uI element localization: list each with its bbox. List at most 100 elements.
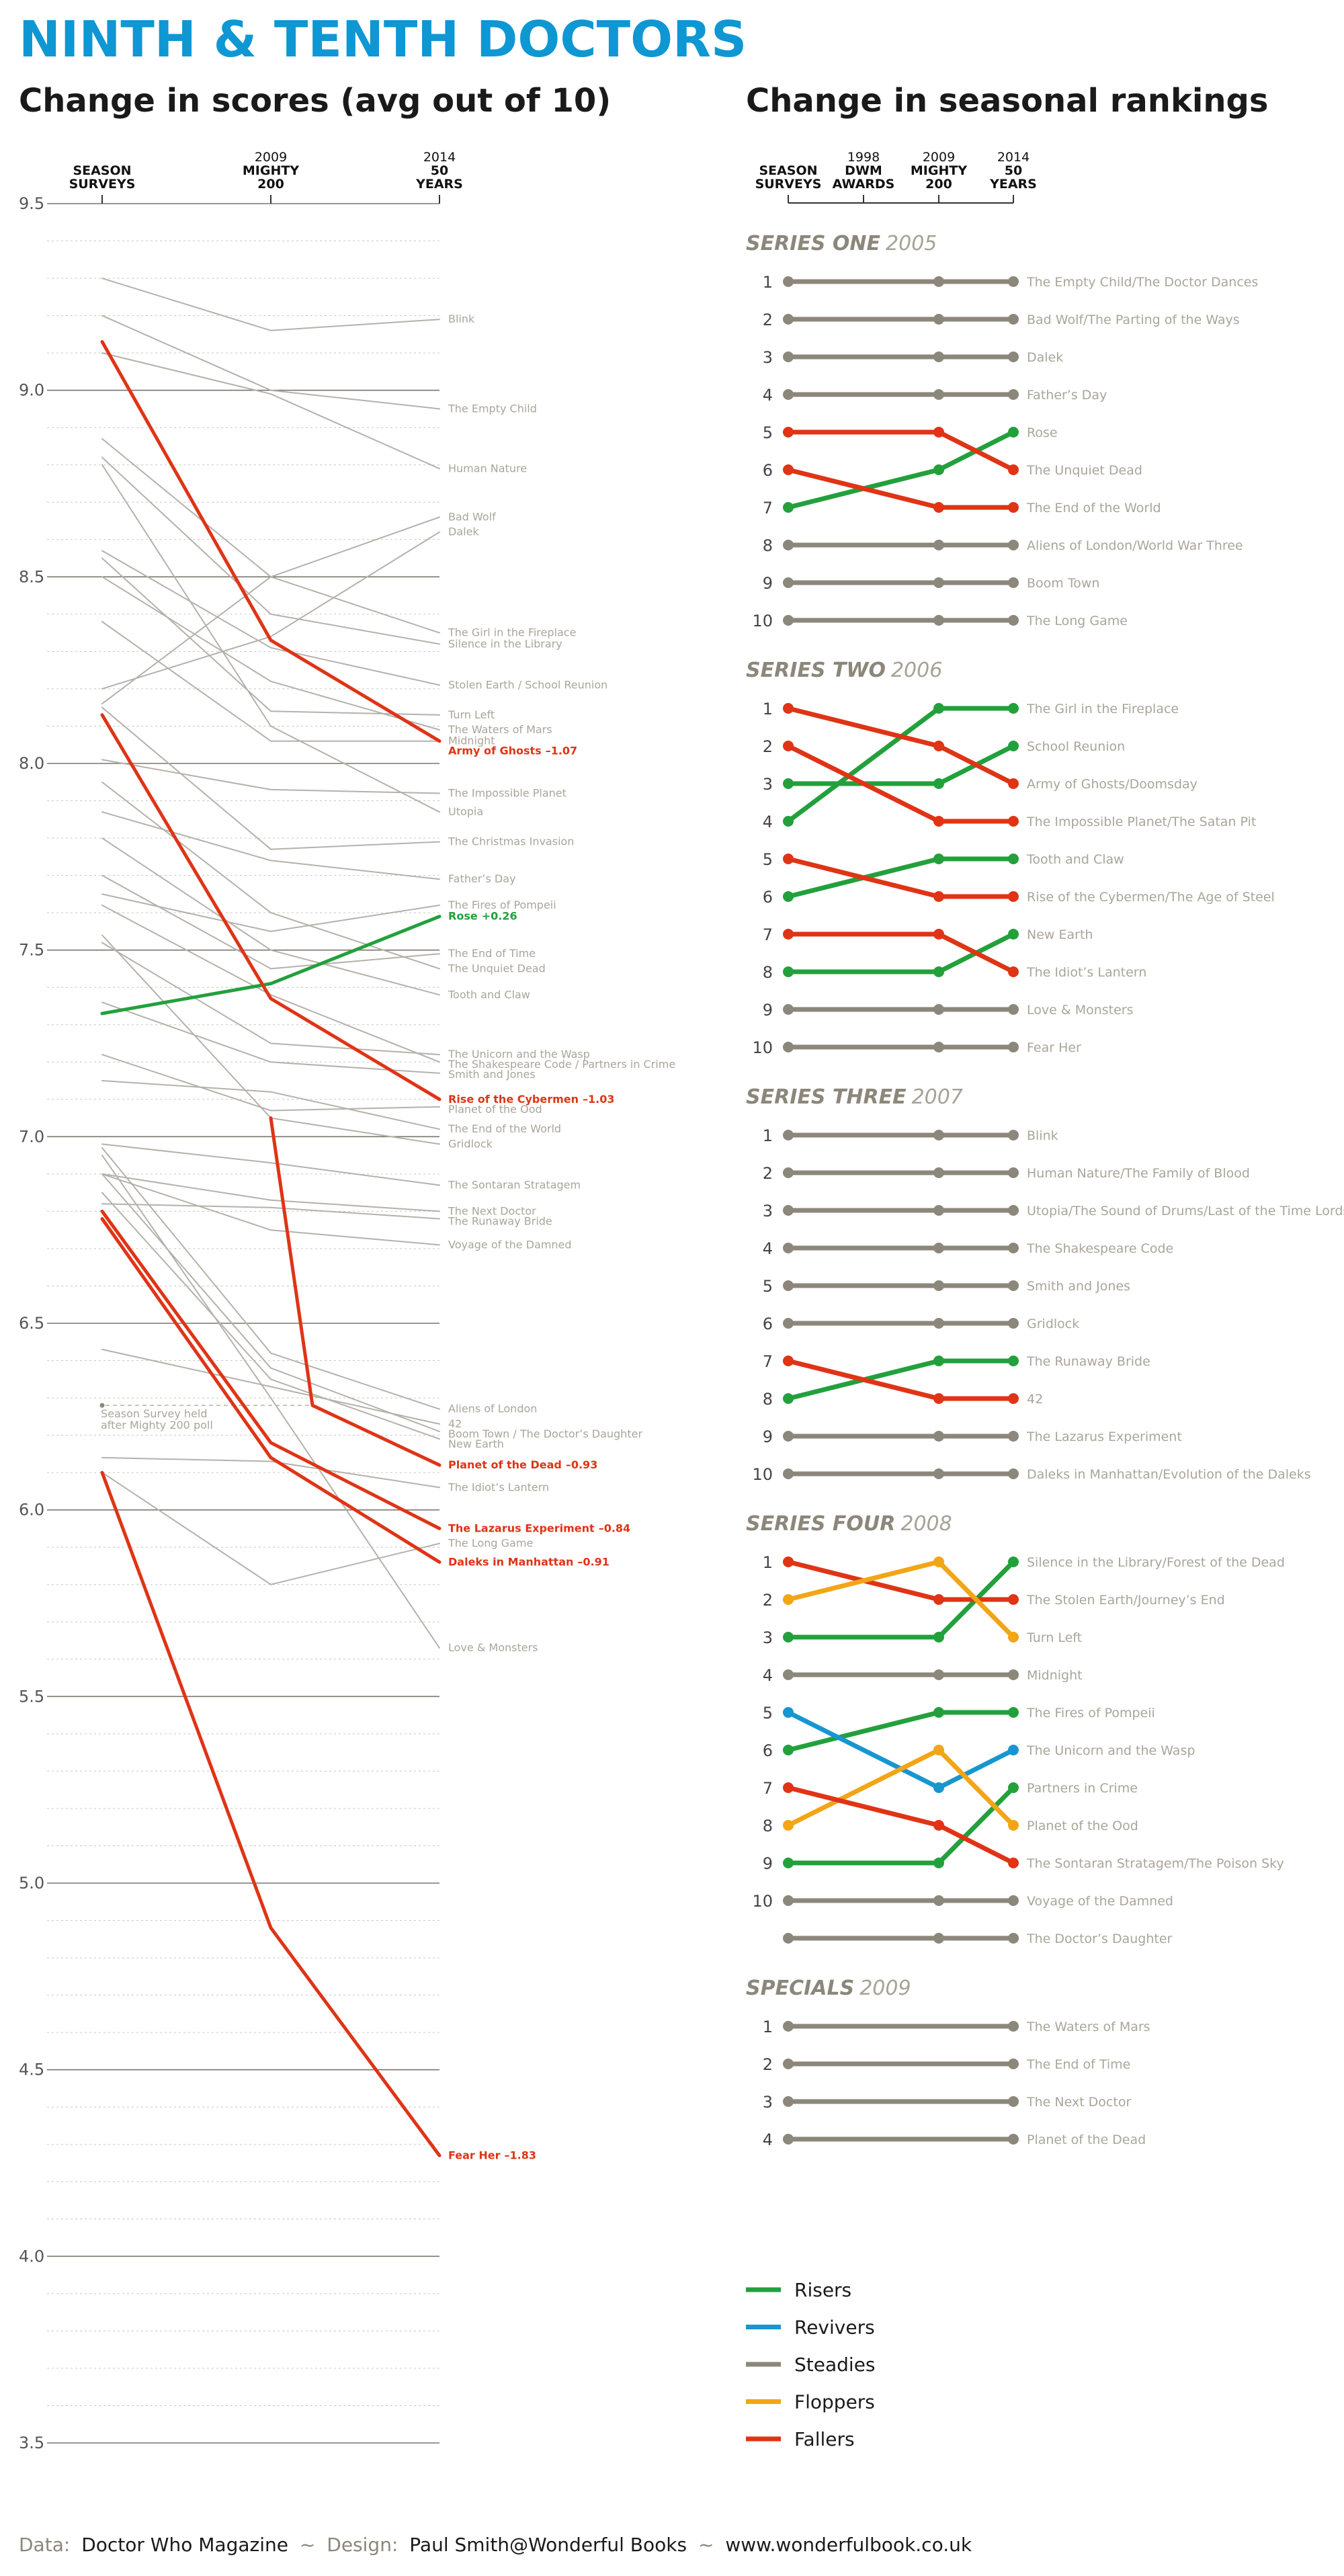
rank-point — [1008, 1820, 1019, 1831]
rank-point — [1008, 703, 1019, 714]
score-label-utopia: Utopia — [448, 805, 483, 818]
score-label-the-fires-of-pompeii: The Fires of Pompeii — [448, 899, 556, 911]
rank-number: 4 — [763, 2130, 773, 2149]
rank-point — [1008, 1042, 1019, 1052]
rank-point — [1008, 1004, 1019, 1015]
rank-point — [1008, 854, 1019, 864]
episode-name: The Unicorn and the Wasp — [448, 1048, 590, 1061]
rank-number: 4 — [763, 1666, 773, 1685]
episode-name: Human Nature — [448, 462, 527, 474]
score-line-the-shakespeare-code-partners-in-crime — [101, 905, 440, 1063]
episode-name: The Empty Child — [448, 402, 537, 415]
episode-name: The Unquiet Dead — [448, 962, 546, 974]
rank-point — [1008, 741, 1019, 751]
rank-line-rise-of-the-cybermen-the-age-of-steel — [783, 854, 1019, 902]
y-tick-label: 5.0 — [19, 1874, 44, 1893]
rank-group-series-four: SERIES FOUR 2008 1 2 3 4 5 6 7 8 9 10 Silence in the… — [746, 1512, 1285, 1946]
score-line-the-impossible-planet — [101, 759, 440, 794]
score-line-planet-of-the-dead — [269, 1116, 442, 1467]
annotation-marker — [99, 1403, 105, 1408]
rank-label-aliens-of-london-world-war-three: Aliens of London/World War Three — [1027, 538, 1243, 553]
rank-line-the-unicorn-and-the-wasp — [783, 1707, 1019, 1793]
episode-name: Utopia — [448, 805, 483, 818]
rank-point — [783, 540, 794, 550]
rank-number: 7 — [763, 1779, 773, 1798]
rank-point — [1008, 464, 1019, 475]
score-label-aliens-of-london: Aliens of London — [448, 1403, 537, 1415]
score-line-the-long-game — [101, 1472, 440, 1585]
rank-group-title: SPECIALS 2009 — [746, 1977, 911, 2000]
episode-name: Turn Left — [448, 708, 495, 721]
rank-point — [1008, 1632, 1019, 1643]
rank-label-the-long-game: The Long Game — [1026, 614, 1128, 628]
rank-x-header-line: 200 — [925, 177, 952, 192]
score-label-the-end-of-the-world: The End of the World — [448, 1122, 561, 1135]
rank-point — [1008, 1243, 1019, 1253]
rank-x-header-line: SURVEYS — [755, 177, 822, 192]
rank-point — [933, 540, 944, 550]
rank-point — [1008, 1431, 1019, 1442]
rankings-chart: SEASONSURVEYS1998DWMAWARDS2009MIGHTY2002… — [746, 150, 1344, 2149]
rank-point — [1008, 966, 1019, 977]
rank-point — [783, 276, 794, 287]
score-line-fear-her — [100, 1470, 442, 2157]
rank-group-title: SERIES FOUR 2008 — [746, 1512, 952, 1536]
rank-point — [783, 1707, 794, 1718]
rank-line-school-reunion — [783, 741, 1019, 789]
rank-x-header-line: 1998 — [847, 150, 880, 165]
rank-number: 8 — [763, 536, 773, 555]
y-tick-label: 6.5 — [19, 1314, 44, 1333]
y-tick-label: 8.0 — [19, 754, 44, 773]
score-line-planet-of-the-ood — [101, 1054, 440, 1112]
footer-design-label: Design: — [327, 2534, 398, 2556]
score-label-planet-of-the-dead: Planet of the Dead –0.93 — [448, 1458, 597, 1471]
score-line-daleks-in-manhattan — [100, 1217, 442, 1564]
rank-line-the-girl-in-the-fireplace — [783, 703, 1019, 827]
rank-point — [1008, 1318, 1019, 1329]
score-line-the-sontaran-stratagem — [101, 1143, 440, 1186]
rank-line-bad-wolf-the-parting-of-the-ways — [783, 314, 1019, 325]
legend-label: Steadies — [794, 2354, 876, 2376]
score-label-42: 42 — [448, 1417, 462, 1430]
rank-number: 8 — [763, 1817, 773, 1835]
score-line-42 — [101, 1348, 440, 1425]
rank-x-header-line: AWARDS — [833, 177, 895, 192]
x-header-line: 2009 — [255, 150, 287, 165]
rank-line-daleks-in-manhattan-evolution-of-the-daleks — [783, 1468, 1019, 1479]
rank-group-title: SERIES ONE 2005 — [746, 232, 937, 255]
rank-point — [1008, 351, 1019, 362]
score-change: –1.07 — [546, 745, 577, 757]
rank-point — [783, 2096, 794, 2107]
rank-number: 5 — [763, 850, 773, 869]
rank-point — [1008, 1745, 1019, 1755]
series-year: 2008 — [900, 1512, 952, 1536]
rank-point — [933, 1933, 944, 1944]
footer-url: www.wonderfulbook.co.uk — [725, 2534, 972, 2556]
rank-number: 9 — [763, 1427, 773, 1446]
episode-name: The Sontaran Stratagem — [448, 1179, 581, 1192]
annotation-text: Season Survey held — [101, 1407, 207, 1420]
score-line-new-earth — [101, 1192, 440, 1440]
score-line-blink — [101, 278, 440, 331]
rank-line-partners-in-crime — [783, 1782, 1019, 1868]
rank-x-header-line: MIGHTY — [911, 163, 967, 178]
rank-label-human-nature-the-family-of-blood: Human Nature/The Family of Blood — [1027, 1166, 1250, 1181]
rank-point — [783, 1167, 794, 1178]
rank-point — [1008, 1393, 1019, 1404]
rank-x-header-line: YEARS — [989, 177, 1037, 192]
rank-point — [1008, 778, 1019, 789]
series-name: SERIES TWO — [746, 659, 886, 682]
score-label-voyage-of-the-damned: Voyage of the Damned — [448, 1238, 572, 1251]
rank-point — [783, 1356, 794, 1366]
rank-point — [933, 1594, 944, 1605]
rank-point — [1008, 1933, 1019, 1944]
rank-group-specials: SPECIALS 2009 1 2 3 4 The Waters of Mars The En… — [746, 1977, 1150, 2149]
x-header-line: SEASON — [73, 163, 131, 178]
rank-line-path — [788, 1785, 1015, 1866]
rank-point — [783, 2059, 794, 2069]
score-line-the-lazarus-experiment — [100, 1209, 442, 1530]
rank-label-silence-in-the-library-forest-of-the-dead: Silence in the Library/Forest of the Dea… — [1027, 1555, 1285, 1570]
rank-label-voyage-of-the-damned: Voyage of the Damned — [1027, 1894, 1173, 1909]
